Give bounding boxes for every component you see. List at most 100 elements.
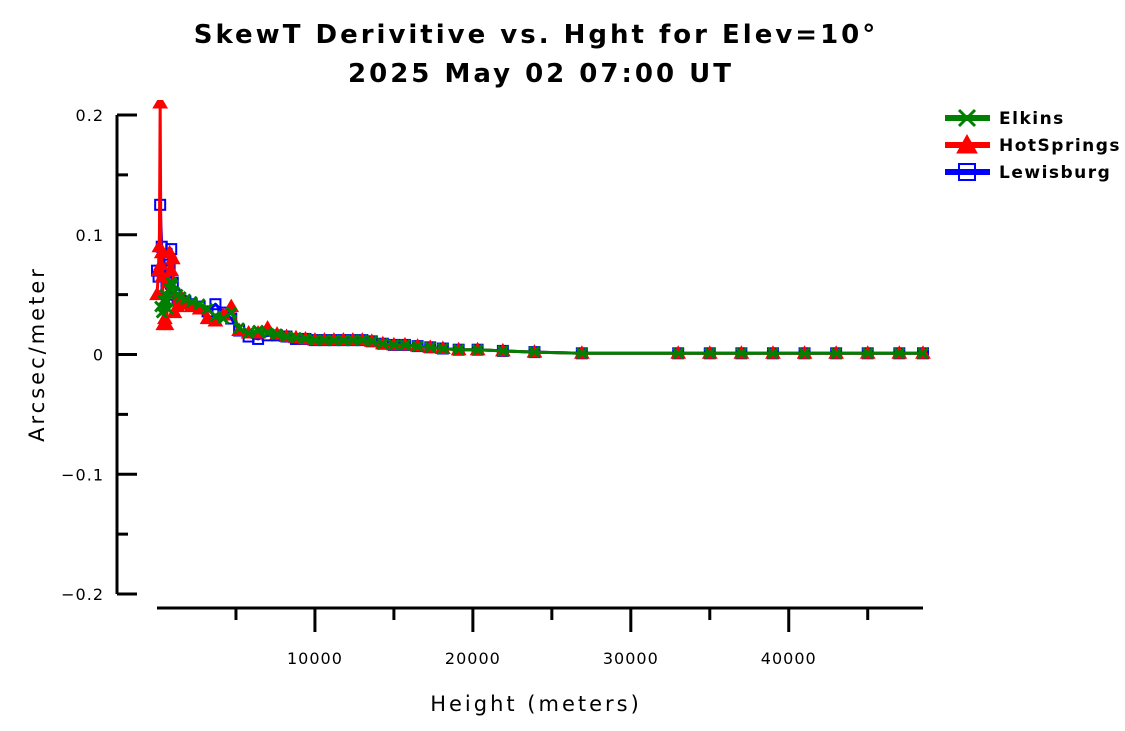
marker-stroke [575, 347, 588, 360]
legend-marker [958, 163, 976, 181]
marker-stroke [387, 338, 400, 351]
data-point [337, 334, 350, 347]
marker-stroke [233, 322, 246, 335]
marker-stroke [957, 108, 977, 128]
data-point [411, 340, 424, 353]
marker-stroke [365, 335, 378, 348]
data-point [861, 347, 874, 360]
legend-item-elkins: Elkins [945, 108, 1065, 129]
legend-item-hotsprings: HotSprings [945, 133, 1121, 156]
marker-stroke [308, 334, 321, 347]
data-point [209, 310, 222, 323]
legend-label: Elkins [999, 109, 1065, 129]
marker-stroke [174, 290, 187, 304]
data-point [365, 335, 378, 348]
marker-stroke [337, 334, 350, 347]
data-point [766, 347, 780, 360]
marker-stroke [735, 347, 748, 360]
x-tick-label: 20000 [445, 649, 501, 668]
series-line [155, 101, 923, 355]
marker-stroke [452, 343, 465, 356]
marker-stroke [270, 328, 284, 341]
data-point [153, 256, 169, 271]
data-point [452, 343, 465, 356]
marker-stroke [861, 347, 874, 360]
marker-stroke [356, 334, 369, 347]
x-ticks: 10000 20000 30000 40000 [234, 608, 870, 668]
data-point [233, 322, 246, 335]
data-point [152, 100, 169, 109]
marker-stroke [161, 302, 175, 316]
marker-stroke [346, 334, 359, 347]
data-point [299, 332, 312, 345]
data-point [242, 326, 255, 340]
x-axis-label: Height (meters) [430, 692, 642, 716]
y-tick-label: −0.1 [61, 465, 104, 484]
data-point [346, 334, 359, 347]
series-layer [149, 100, 931, 360]
y-axis-label: Arcsec/meter [25, 266, 49, 442]
marker-stroke [398, 338, 412, 351]
marker-stroke [261, 326, 274, 340]
data-point [308, 334, 321, 347]
data-point [252, 324, 265, 337]
marker-stroke [672, 347, 685, 360]
marker-stroke [496, 344, 509, 357]
marker-stroke [528, 346, 541, 359]
y-tick-label: −0.2 [61, 585, 104, 604]
data-point [225, 306, 238, 319]
legend-label: Lewisburg [999, 163, 1111, 183]
marker-stroke [830, 347, 843, 360]
x-tick-label: 30000 [603, 649, 659, 668]
legend-marker [956, 133, 978, 154]
marker-stroke [703, 347, 716, 360]
y-tick-label: 0 [93, 346, 104, 365]
data-point [270, 328, 284, 341]
marker-stroke [893, 347, 906, 360]
data-point [398, 338, 412, 351]
marker-stroke [242, 326, 255, 340]
marker-stroke [209, 310, 222, 323]
marker-stroke [185, 295, 198, 308]
data-point [158, 316, 175, 331]
marker-stroke [318, 334, 331, 347]
data-point [703, 347, 716, 360]
y-tick-label: 0.2 [76, 106, 104, 125]
data-point [575, 347, 588, 360]
marker-stroke [299, 332, 312, 345]
legend-label: HotSprings [999, 136, 1121, 156]
marker-stroke [252, 324, 265, 337]
data-point [261, 326, 274, 340]
series-elkins [154, 276, 930, 360]
marker-stroke [327, 334, 340, 347]
data-point [280, 330, 293, 343]
marker-stroke [798, 347, 811, 360]
y-tick-label: 0.1 [76, 226, 104, 245]
data-point [436, 342, 449, 355]
data-point [185, 295, 198, 308]
data-point [376, 337, 389, 350]
data-point [387, 338, 400, 351]
series-hotsprings [149, 100, 931, 359]
data-point [528, 346, 541, 359]
data-point [471, 343, 484, 356]
data-point [798, 347, 811, 360]
marker-stroke [916, 347, 930, 360]
data-point [830, 347, 843, 360]
marker-stroke [376, 337, 389, 350]
chart-subtitle: 2025 May 02 07:00 UT [348, 59, 734, 89]
marker-stroke [289, 331, 303, 344]
marker-stroke [411, 340, 424, 353]
data-point [893, 347, 906, 360]
data-point [193, 298, 206, 311]
data-point [356, 334, 369, 347]
series-line [158, 281, 923, 355]
marker-stroke [280, 330, 293, 343]
data-point [163, 262, 180, 277]
marker-stroke [193, 298, 206, 311]
data-point [327, 334, 340, 347]
marker-stroke [766, 347, 780, 360]
legend-item-lewisburg: Lewisburg [945, 163, 1111, 183]
chart-title: SkewT Derivitive vs. Hght for Elev=10° [194, 20, 879, 50]
